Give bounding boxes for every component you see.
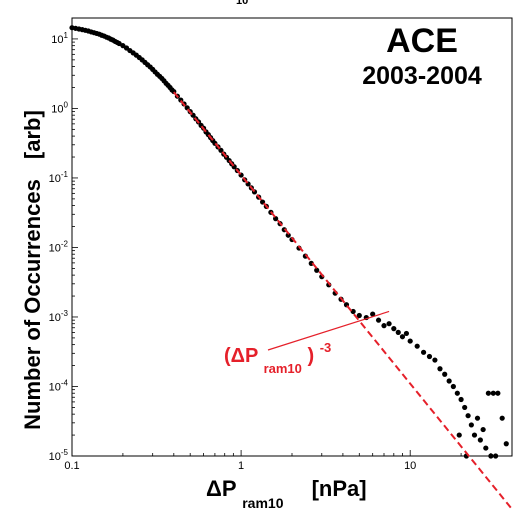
data-point (314, 267, 320, 273)
data-point (454, 390, 460, 396)
y-axis-ticks: 10-5 10-4 10-3 10-2 10-1 100 101 (49, 17, 78, 463)
y-tick-label: 10-3 (49, 309, 69, 324)
data-point (456, 432, 462, 438)
svg-text:(ΔP ram10 ): (ΔP ram10 ) -3 (224, 340, 331, 378)
data-point (503, 441, 509, 447)
x-axis-label-base: ΔP (206, 476, 236, 501)
data-point (493, 453, 499, 459)
data-point (458, 396, 464, 403)
data-point (391, 326, 397, 332)
y-axis-label-text: Number of Occurrences (20, 179, 45, 430)
data-point (356, 312, 362, 319)
data-point (488, 453, 494, 459)
data-points (69, 25, 509, 459)
data-point (116, 40, 122, 47)
x-tick-label: 1 (238, 460, 244, 472)
annotation-arrow (267, 310, 390, 351)
data-point (477, 437, 483, 443)
data-point (446, 378, 452, 384)
data-point (499, 415, 505, 421)
data-point (468, 422, 474, 428)
top-cut-tick-label: 10 (236, 0, 248, 7)
annotation-close: ) (307, 345, 314, 367)
data-point (386, 321, 392, 327)
data-point (218, 147, 224, 153)
chart-subtitle: 2003-2004 (362, 62, 482, 90)
y-axis-label-unit: [arb] (20, 110, 45, 159)
power-law-fit-line (173, 91, 513, 510)
x-axis-label-sub: ram10 (242, 495, 283, 511)
y-tick-label: 10-2 (49, 239, 69, 254)
annotation-exponent: -3 (320, 340, 332, 355)
data-point (403, 330, 410, 337)
data-point (285, 232, 291, 238)
y-tick-label: 10-4 (49, 378, 69, 393)
data-point (375, 317, 382, 323)
y-tick-label: 10-1 (49, 170, 69, 185)
y-tick-label: 100 (51, 100, 68, 115)
data-point (483, 445, 489, 451)
data-point (442, 371, 448, 377)
data-point (370, 311, 376, 317)
x-axis-ticks: 0.1 1 10 (64, 450, 513, 472)
svg-text:ΔP ram10 [nPa]: ΔP ram10 [nPa] (206, 476, 367, 512)
data-point (485, 390, 491, 396)
chart-title: ACE (386, 22, 458, 60)
data-point (462, 404, 468, 411)
data-point (395, 329, 401, 335)
y-tick-label: 101 (51, 31, 68, 46)
annotation-sub: ram10 (264, 361, 302, 376)
data-point (480, 426, 486, 433)
data-point (432, 357, 438, 363)
data-point (381, 323, 387, 329)
x-axis-label: ΔP ram10 [nPa] (206, 476, 367, 512)
data-point (474, 415, 481, 421)
data-point (399, 334, 406, 340)
power-law-annotation: (ΔP ram10 ) -3 (224, 310, 390, 378)
data-point (471, 432, 478, 438)
data-point (414, 343, 420, 349)
data-point (450, 383, 456, 390)
x-tick-label: 10 (404, 460, 416, 472)
data-point (426, 353, 433, 360)
data-point (465, 413, 471, 419)
data-point (420, 349, 427, 355)
y-tick-label: 10-5 (49, 448, 69, 463)
data-point (437, 366, 443, 372)
annotation-base: (ΔP (224, 345, 258, 367)
svg-text:Number of Occurrences [a: Number of Occurrences [arb] (20, 110, 45, 430)
x-tick-label: 0.1 (64, 460, 79, 472)
data-point (490, 390, 496, 396)
data-point (407, 338, 413, 344)
y-axis-label: Number of Occurrences [arb] (20, 110, 45, 430)
data-point (495, 390, 501, 396)
x-axis-label-unit: [nPa] (312, 476, 367, 501)
